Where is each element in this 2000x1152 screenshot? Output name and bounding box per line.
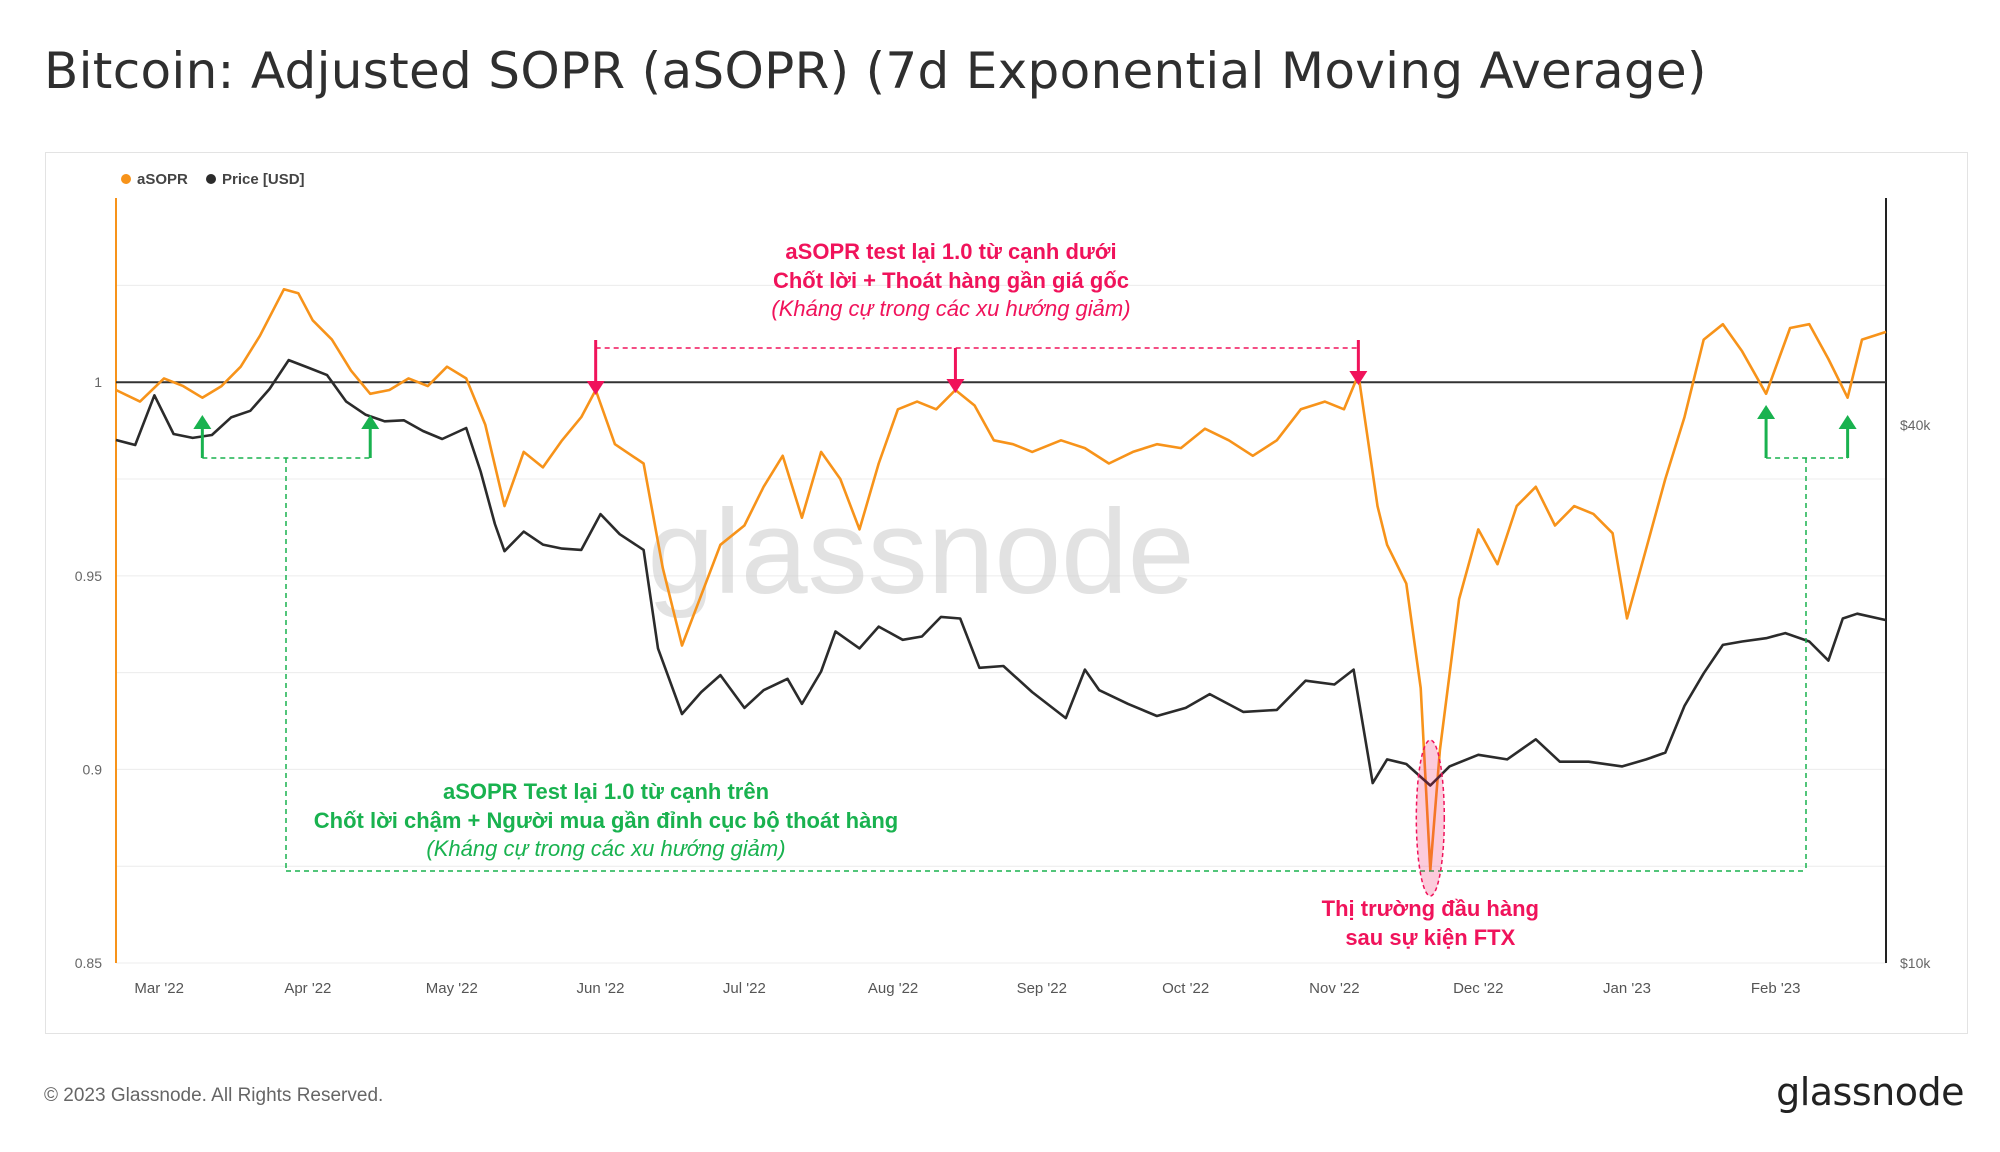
y-tick-label: 0.85 xyxy=(75,955,102,971)
annotation-text: (Kháng cự trong các xu hướng giảm) xyxy=(426,836,785,861)
annotations: aSOPR test lại 1.0 từ cạnh dưới Chốt lời … xyxy=(193,239,1857,950)
legend-marker xyxy=(206,174,216,184)
y-tick-label: 0.95 xyxy=(75,568,102,584)
page-title: Bitcoin: Adjusted SOPR (aSOPR) (7d Expon… xyxy=(44,42,1707,100)
ftx-highlight xyxy=(1415,739,1446,897)
annotation-text: sau sự kiện FTX xyxy=(1345,925,1515,950)
legend-marker xyxy=(121,174,131,184)
chart-frame: glassnode 0.85 0.9 0.95 1 $10k $40k Mar '22 A… xyxy=(45,152,1968,1034)
x-tick-label: Apr '22 xyxy=(284,980,331,997)
annotation-text: aSOPR Test lại 1.0 từ cạnh trên xyxy=(443,779,769,804)
x-tick-label: Nov '22 xyxy=(1309,980,1359,997)
y-tick-label: 0.9 xyxy=(83,761,103,777)
y-axis-right-ticks: $10k $40k xyxy=(1900,417,1931,971)
y-axis-left-ticks: 0.85 0.9 0.95 1 xyxy=(75,374,102,971)
arrow-head xyxy=(586,381,605,395)
annotation-text: (Kháng cự trong các xu hướng giảm) xyxy=(771,296,1130,321)
y-right-tick-label: $10k xyxy=(1900,955,1931,971)
x-tick-label: Feb '23 xyxy=(1751,980,1801,997)
annotation-text: Thị trường đầu hàng xyxy=(1322,896,1539,921)
x-tick-label: Oct '22 xyxy=(1162,980,1209,997)
chart-legend: aSOPR Price [USD] xyxy=(121,171,305,188)
x-axis-ticks: Mar '22 Apr '22 May '22 Jun '22 Jul '22 Aug '… xyxy=(134,980,1800,997)
x-tick-label: May '22 xyxy=(426,980,478,997)
x-tick-label: Dec '22 xyxy=(1453,980,1503,997)
x-tick-label: Aug '22 xyxy=(868,980,918,997)
arrow-head xyxy=(946,379,965,393)
arrow-head xyxy=(193,415,212,429)
arrow-head xyxy=(1349,371,1368,385)
watermark-text: glassnode xyxy=(647,485,1194,619)
x-tick-label: Mar '22 xyxy=(134,980,184,997)
legend-label: Price [USD] xyxy=(222,171,305,188)
x-tick-label: Jul '22 xyxy=(723,980,766,997)
annotation-text: Chốt lời + Thoát hàng gần giá gốc xyxy=(773,268,1129,293)
y-right-tick-label: $40k xyxy=(1900,417,1931,433)
x-tick-label: Jun '22 xyxy=(577,980,625,997)
asopr-line xyxy=(115,288,1887,872)
grid-lines xyxy=(116,284,1886,964)
annotation-text: aSOPR test lại 1.0 từ cạnh dưới xyxy=(785,239,1116,264)
arrow-head xyxy=(361,415,380,429)
series-lines xyxy=(115,288,1887,872)
annotation-text: Chốt lời chậm + Người mua gần đỉnh cục b… xyxy=(314,808,898,833)
x-tick-label: Sep '22 xyxy=(1017,980,1067,997)
glassnode-logo: glassnode xyxy=(1776,1070,1964,1114)
axes xyxy=(115,198,1887,963)
legend-label: aSOPR xyxy=(137,171,188,188)
arrow-head xyxy=(1757,405,1776,419)
copyright-text: © 2023 Glassnode. All Rights Reserved. xyxy=(44,1085,384,1106)
y-tick-label: 1 xyxy=(94,374,102,390)
arrow-head xyxy=(1838,415,1857,429)
asopr-chart: glassnode 0.85 0.9 0.95 1 $10k $40k Mar '22 A… xyxy=(75,171,1932,997)
x-tick-label: Jan '23 xyxy=(1603,980,1651,997)
price-line xyxy=(115,358,1887,787)
